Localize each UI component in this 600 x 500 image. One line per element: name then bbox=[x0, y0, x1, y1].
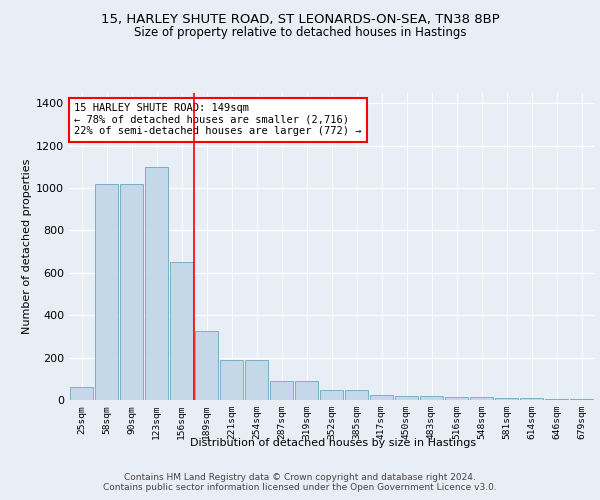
Bar bbox=[195, 331, 218, 400]
Text: Distribution of detached houses by size in Hastings: Distribution of detached houses by size … bbox=[190, 438, 476, 448]
Bar bbox=[170, 262, 193, 400]
Bar bbox=[445, 397, 468, 400]
Text: 15, HARLEY SHUTE ROAD, ST LEONARDS-ON-SEA, TN38 8BP: 15, HARLEY SHUTE ROAD, ST LEONARDS-ON-SE… bbox=[101, 12, 499, 26]
Text: Size of property relative to detached houses in Hastings: Size of property relative to detached ho… bbox=[134, 26, 466, 39]
Bar bbox=[70, 388, 93, 400]
Bar bbox=[145, 166, 168, 400]
Y-axis label: Number of detached properties: Number of detached properties bbox=[22, 158, 32, 334]
Bar bbox=[495, 398, 518, 400]
Bar bbox=[345, 390, 368, 400]
Bar bbox=[420, 396, 443, 400]
Bar bbox=[320, 390, 343, 400]
Bar bbox=[295, 381, 318, 400]
Bar bbox=[120, 184, 143, 400]
Bar bbox=[245, 360, 268, 400]
Bar bbox=[545, 399, 568, 400]
Text: Contains public sector information licensed under the Open Government Licence v3: Contains public sector information licen… bbox=[103, 484, 497, 492]
Bar bbox=[520, 398, 543, 400]
Text: Contains HM Land Registry data © Crown copyright and database right 2024.: Contains HM Land Registry data © Crown c… bbox=[124, 472, 476, 482]
Bar bbox=[395, 396, 418, 400]
Bar bbox=[270, 381, 293, 400]
Bar bbox=[470, 398, 493, 400]
Bar bbox=[370, 394, 393, 400]
Text: 15 HARLEY SHUTE ROAD: 149sqm
← 78% of detached houses are smaller (2,716)
22% of: 15 HARLEY SHUTE ROAD: 149sqm ← 78% of de… bbox=[74, 104, 362, 136]
Bar bbox=[220, 360, 243, 400]
Bar bbox=[95, 184, 118, 400]
